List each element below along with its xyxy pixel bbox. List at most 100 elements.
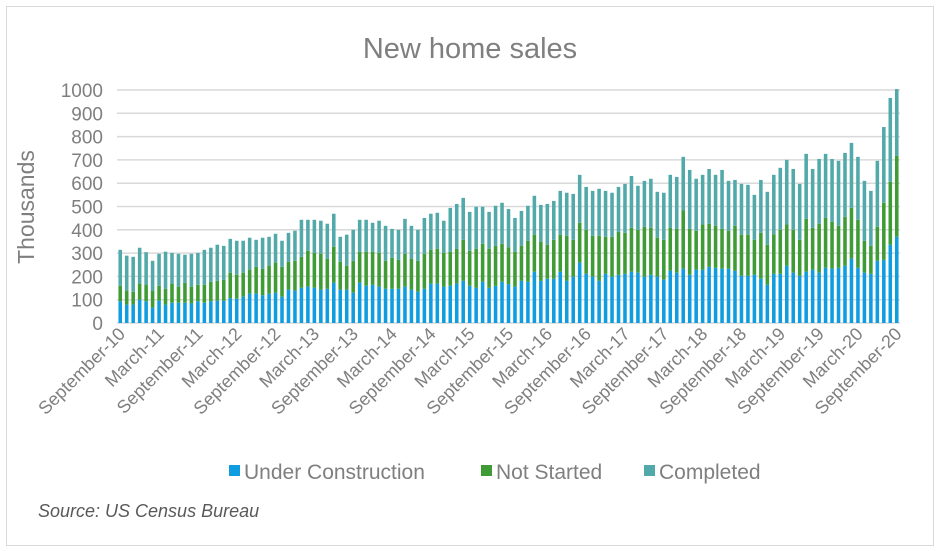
bar-under-construction [364,285,368,323]
bar-under-construction [597,280,601,323]
y-tick-label: 900 [71,104,103,125]
bar-completed [571,193,575,240]
bar-not-started [532,234,537,272]
bar-under-construction [247,293,252,323]
bar-under-construction [791,272,796,323]
bar-not-started [642,226,647,277]
y-tick-label: 800 [71,128,103,149]
bar-completed [694,178,698,231]
bar-completed [260,237,265,269]
bar-not-started [338,261,343,290]
bar-not-started [733,225,737,271]
bar-not-started [344,265,349,290]
bar-not-started [273,262,278,293]
bar-not-started [707,223,711,267]
bar-under-construction [150,307,155,323]
bar-under-construction [577,262,582,323]
bar-not-started [513,251,517,287]
bar-under-construction [519,280,524,323]
bar-under-construction [461,280,465,323]
y-tick-label: 100 [71,291,103,312]
bar-under-construction [869,273,873,323]
bar-completed [662,192,666,240]
bar-under-construction [487,287,491,323]
bar-under-construction [823,267,828,323]
bar-under-construction [830,268,834,323]
bar-not-started [810,227,815,270]
bar-completed [539,204,543,242]
bar-under-construction [390,288,394,323]
bar-not-started [144,285,148,302]
bar-completed [357,219,362,252]
bar-under-construction [836,267,841,323]
bar-under-construction [118,301,123,323]
bar-completed [163,251,168,289]
bar-not-started [674,228,679,273]
bar-not-started [545,244,550,279]
bar-under-construction [280,296,284,323]
bar-not-started [493,245,498,286]
bar-not-started [772,234,776,274]
bar-under-construction [319,289,323,323]
bar-completed [377,220,381,253]
bar-completed [448,207,453,252]
bar-not-started [260,268,265,296]
bar-not-started [241,272,245,297]
bar-completed [144,252,148,286]
legend-swatch [481,465,492,476]
bar-under-construction [254,293,258,323]
bar-completed [552,200,556,240]
bar-not-started [778,229,783,274]
bar-completed [623,183,627,233]
bar-completed [474,206,478,249]
bar-not-started [183,282,187,303]
bar-completed [442,220,446,253]
bar-not-started [590,235,595,277]
bar-completed [629,175,634,228]
bar-under-construction [545,278,550,323]
y-tick-label: 0 [92,314,103,335]
bar-not-started [765,244,770,285]
bar-not-started [299,256,304,288]
bar-completed [797,183,802,240]
bar-under-construction [642,276,647,323]
bar-completed [209,247,213,282]
bar-completed [784,159,789,225]
bar-under-construction [370,284,375,323]
bar-not-started [176,286,181,303]
bar-under-construction [144,301,148,323]
bar-under-construction [234,298,239,323]
bar-not-started [539,241,543,281]
bar-not-started [351,260,355,293]
bar-under-construction [448,285,453,323]
bar-not-started [319,253,323,290]
bar-completed [681,156,685,211]
bar-not-started [370,251,375,285]
bar-completed [390,228,394,258]
bar-not-started [280,266,284,297]
bar-not-started [636,229,640,273]
bar-not-started [150,290,155,308]
bar-under-construction [273,292,278,323]
bar-completed [234,240,239,275]
bar-not-started [700,224,705,270]
bar-not-started [823,217,828,268]
bar-not-started [118,285,123,302]
bar-not-started [461,239,465,281]
y-axis-label: Thousands [13,150,39,264]
bar-not-started [396,259,401,289]
bar-completed [344,234,349,266]
bar-under-construction [843,265,847,323]
bar-not-started [687,228,692,275]
bar-under-construction [571,276,575,323]
y-tick-label: 500 [71,198,103,219]
bar-not-started [720,228,724,269]
bar-under-construction [409,289,414,323]
bar-under-construction [500,281,504,323]
bar-completed [772,174,776,235]
bar-completed [416,229,420,261]
bar-completed [558,190,563,235]
legend-label: Completed [659,461,761,484]
bar-completed [196,252,200,285]
bar-not-started [726,230,731,269]
